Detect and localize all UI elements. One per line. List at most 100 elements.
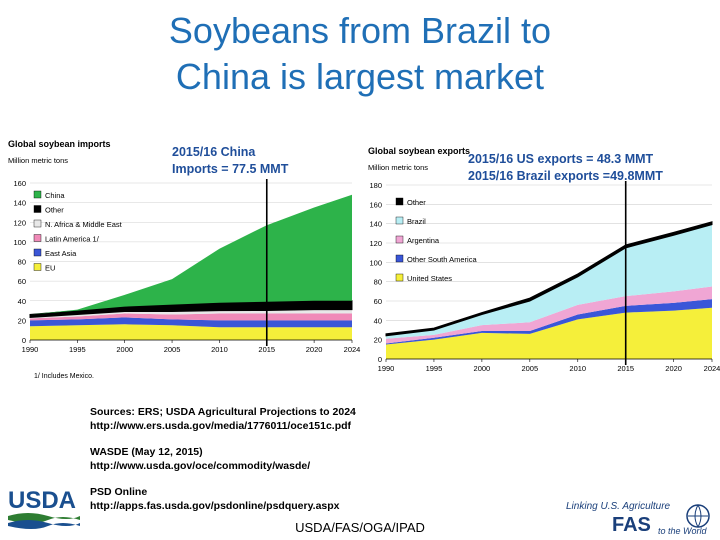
legend-swatch [33,263,42,271]
area-eu [30,324,352,340]
fas-logo-line-2: FAS [612,514,651,536]
x-tick-label: 2024 [704,364,720,373]
legend-swatch [395,273,404,282]
y-tick-label: 180 [369,181,382,190]
y-tick-label: 140 [13,199,26,208]
legend-label: N. Africa & Middle East [45,220,123,229]
sources-block: Sources: ERS; USDA Agricultural Projecti… [90,405,530,525]
legend-label: East Asia [45,249,77,258]
x-tick-label: 2005 [164,345,181,354]
x-tick-label: 2005 [521,364,538,373]
x-tick-label: 1995 [426,364,443,373]
y-tick-label: 40 [374,316,382,325]
exports-callout-line-2: 2015/16 Brazil exports =49.8MMT [468,169,663,183]
x-tick-label: 2010 [211,345,228,354]
usda-logo-swoosh-blue [8,520,80,529]
x-tick-label: 2010 [569,364,586,373]
imports-callout-line-2: Imports = 77.5 MMT [172,162,289,176]
x-tick-label: 1990 [22,345,39,354]
x-tick-label: 2000 [474,364,491,373]
y-tick-label: 120 [13,218,26,227]
legend-swatch [395,235,404,244]
sources-link-1[interactable]: http://www.ers.usda.gov/media/1776011/oc… [90,420,352,432]
wasde-link[interactable]: http://www.usda.gov/oce/commodity/wasde/ [90,460,311,472]
x-tick-label: 2015 [258,345,275,354]
exports-chart: Global soybean exports Million metric ton… [368,146,720,373]
y-axis-label: Million metric tons [368,163,428,172]
fas-logo: Linking U.S. Agriculture FAS to the Worl… [560,494,716,536]
psd-line: PSD Online [90,486,148,498]
fas-logo-line-3: to the World [658,526,708,536]
y-tick-label: 20 [18,316,26,325]
title-line-1: Soybeans from Brazil to [168,10,552,51]
y-tick-label: 40 [18,297,26,306]
legend-swatch [33,190,42,199]
exports-callout-line-1: 2015/16 US exports = 48.3 MMT [468,152,654,166]
y-tick-label: 100 [13,238,26,247]
area-united-states [386,307,712,359]
legend-label: EU [45,264,55,273]
legend-swatch [33,205,42,213]
x-tick-label: 2000 [116,345,133,354]
x-tick-label: 2015 [617,364,634,373]
y-tick-label: 140 [369,220,382,229]
legend-swatch [33,219,42,228]
y-tick-label: 0 [22,336,26,345]
slide-title: Soybeans from Brazil to China is largest… [0,8,720,100]
legend-swatch [33,234,42,242]
legend-label: China [45,191,65,200]
legend-label: Other [45,206,64,215]
y-tick-label: 160 [369,200,382,209]
area-n-africa-middle-east [30,309,352,319]
y-tick-label: 20 [374,336,382,345]
y-tick-label: 80 [374,278,382,287]
area-argentina [386,286,712,344]
x-tick-label: 1995 [69,345,86,354]
y-tick-label: 100 [369,258,382,267]
chart-title: Global soybean exports [368,146,470,156]
exports-callout: 2015/16 US exports = 48.3 MMT 2015/16 Br… [468,151,663,185]
sources-line-1: Sources: ERS; USDA Agricultural Projecti… [90,406,356,418]
x-tick-label: 2024 [344,345,361,354]
legend-swatch [395,216,404,225]
title-line-2: China is largest market [175,56,545,97]
area-china [30,194,352,315]
imports-callout-line-1: 2015/16 China [172,145,256,159]
legend-label: Other [407,198,426,207]
y-tick-label: 80 [18,258,26,267]
fas-logo-line-1: Linking U.S. Agriculture [566,501,671,512]
wasde-line: WASDE (May 12, 2015) [90,446,203,458]
y-tick-label: 60 [18,277,26,286]
exports-chart-panel: Global soybean exports Million metric ton… [364,140,720,380]
legend-label: Argentina [407,236,440,245]
area-latin-america-1- [30,313,352,321]
area-brazil [386,224,712,339]
usda-logo: USDA [8,487,80,529]
x-tick-label: 2020 [665,364,682,373]
legend-label: Other South America [407,255,477,264]
y-tick-label: 160 [13,179,26,188]
footnote: 1/ Includes Mexico. [34,373,94,380]
y-tick-label: 120 [369,239,382,248]
chart-title: Global soybean imports [8,139,111,149]
y-tick-label: 60 [374,297,382,306]
x-tick-label: 1990 [378,364,395,373]
imports-chart-panel: Global soybean imports Million metric ton… [4,133,362,383]
area-east-asia [30,317,352,328]
legend-label: Latin America 1/ [45,235,100,244]
area-other [385,221,713,337]
footer-label: USDA/FAS/OGA/IPAD [295,520,425,535]
legend-swatch [33,248,42,257]
legend-label: United States [407,274,452,283]
usda-logo-text: USDA [8,487,76,514]
imports-callout: 2015/16 China Imports = 77.5 MMT [172,144,288,178]
y-tick-label: 0 [378,355,382,364]
imports-chart: Global soybean imports Million metric ton… [8,139,361,380]
area-other-south-america [386,299,712,345]
legend-label: Brazil [407,217,426,226]
y-axis-label: Million metric tons [8,156,68,165]
legend-swatch [395,254,404,263]
psd-link[interactable]: http://apps.fas.usda.gov/psdonline/psdqu… [90,500,340,512]
legend-swatch [395,197,404,206]
x-tick-label: 2020 [306,345,323,354]
